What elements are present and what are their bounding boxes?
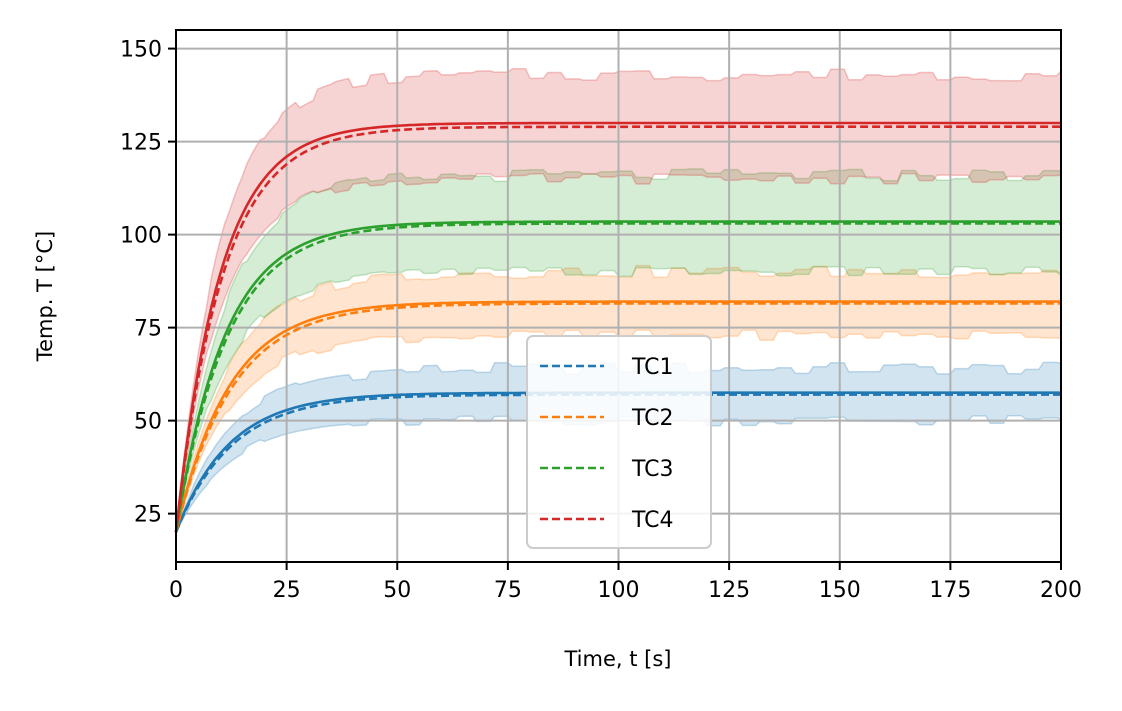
y-tick-label: 50 [134,410,162,435]
line-measured-tc3 [174,222,1061,533]
line-measured-tc2 [174,302,1061,533]
x-tick-label: 0 [169,578,183,603]
y-axis-label: Temp. T [°C] [33,231,57,362]
x-tick-label: 50 [383,578,411,603]
legend-label-tc2: TC2 [631,406,674,431]
line-fit-tc3 [174,220,1061,533]
y-tick-label: 75 [134,317,162,342]
y-tick-label: 25 [134,503,162,528]
line-measured-tc4 [174,125,1061,533]
x-tick-label: 200 [1040,578,1082,603]
line-fit-tc2 [174,300,1061,533]
y-tick-label: 150 [120,38,162,63]
y-tick-label: 125 [120,131,162,156]
x-tick-label: 100 [598,578,640,603]
line-fit-tc4 [174,121,1061,533]
x-tick-label: 175 [929,578,971,603]
y-tick-label: 100 [120,224,162,249]
legend: TC1 TC2 TC3 TC4 [526,335,712,549]
legend-label-tc3: TC3 [631,457,674,482]
legend-box [526,335,712,549]
axis-ticks: 0 25 50 75 100 125 150 175 200 25 50 75 100 125 150 [120,38,1082,603]
legend-label-tc1: TC1 [631,355,674,380]
x-tick-label: 125 [708,578,750,603]
line-measured-tc1 [174,393,1061,533]
x-axis-label: Time, t [s] [564,647,672,671]
legend-label-tc4: TC4 [631,508,674,533]
grid [175,30,1062,562]
x-tick-label: 150 [819,578,861,603]
x-tick-label: 75 [494,578,522,603]
x-tick-label: 25 [273,578,301,603]
